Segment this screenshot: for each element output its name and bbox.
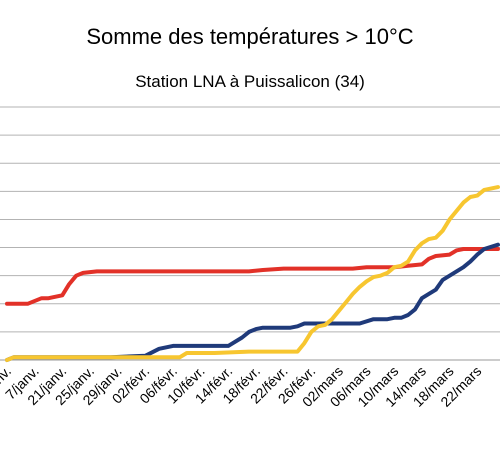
chart-subtitle: Station LNA à Puissalicon (34) [135,72,365,91]
x-tick-labels: 3/janv.7/janv.21/janv.25/janv.29/janv.02… [0,363,484,410]
series-lines [5,185,500,362]
grid [0,106,500,361]
series-line-3 [5,185,500,362]
chart-title: Somme des températures > 10°C [86,24,414,49]
series-line-1 [5,247,500,306]
series-line-2 [5,242,500,362]
